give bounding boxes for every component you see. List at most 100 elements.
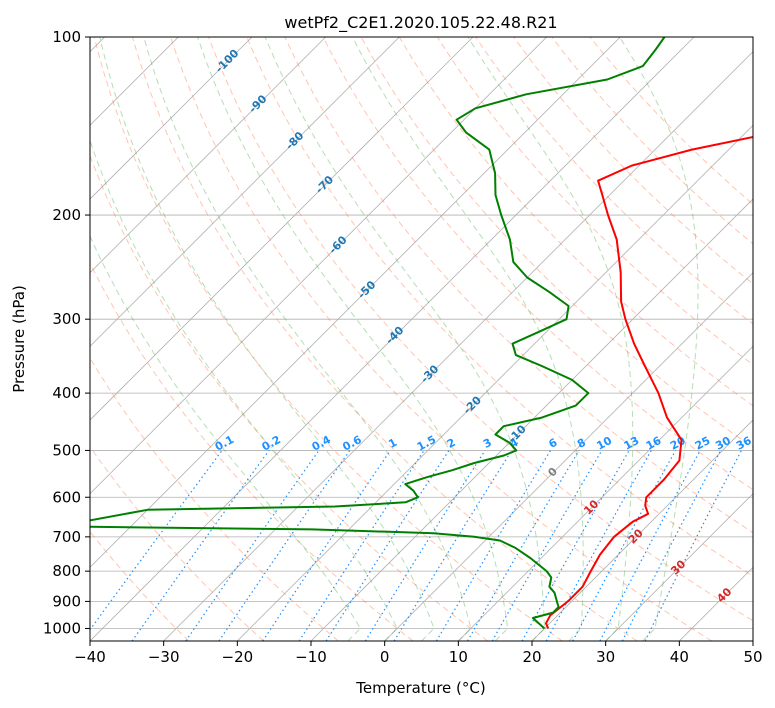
dry-adiabat <box>90 357 339 641</box>
dry-adiabat <box>90 530 190 641</box>
isotherm-line <box>679 566 753 641</box>
mixing-ratio-line <box>435 450 552 641</box>
dry-adiabat <box>170 37 712 641</box>
y-tick-label: 1000 <box>43 619 81 637</box>
dry-adiabat <box>246 37 753 577</box>
isotherm-label: -90 <box>246 92 269 115</box>
x-tick-label: 0 <box>380 648 390 666</box>
isotherm-label: 0 <box>545 465 560 480</box>
mixing-ratio-label: 20 <box>668 434 688 453</box>
dry-adiabat <box>93 37 563 641</box>
dry-adiabat <box>90 445 264 641</box>
y-tick-label: 600 <box>52 488 81 506</box>
moist-adiabat <box>467 37 634 641</box>
isotherm-line <box>310 198 753 641</box>
moist-adiabat <box>619 37 699 641</box>
plot-area: 0.1 0.2 0.4 0.6 1 1.5 2 3 4 6 8 10 13 16 20 25 30 36-100-… <box>90 37 754 641</box>
mixing-ratio-line <box>545 450 652 641</box>
x-tick-label: 20 <box>522 648 541 666</box>
isotherm-label: 10 <box>581 497 601 517</box>
x-tick-label: 30 <box>596 648 615 666</box>
y-tick-label: 700 <box>52 528 81 546</box>
mixing-ratio-line <box>90 450 223 631</box>
mixing-ratio-line <box>262 450 391 641</box>
isotherm-label: 40 <box>714 585 734 605</box>
moist-adiabat <box>90 138 398 641</box>
moist-adiabat <box>99 37 435 641</box>
moist-adiabat <box>264 37 545 641</box>
dry-adiabat <box>475 37 753 325</box>
dry-adiabat <box>284 37 753 534</box>
mixing-ratio-label: 25 <box>693 434 713 453</box>
x-tick-label: 50 <box>743 648 762 666</box>
isotherm-label: 30 <box>668 557 688 577</box>
moist-adiabat <box>90 234 362 641</box>
y-tick-label: 100 <box>52 28 81 46</box>
mixing-ratio-label: 3 <box>481 436 494 451</box>
mixing-ratio-label: 16 <box>644 434 664 453</box>
isotherm-line <box>752 640 753 641</box>
mixing-ratio-line <box>572 450 677 641</box>
isotherm-line <box>605 493 753 641</box>
mixing-ratio-line <box>325 450 450 641</box>
isotherm-line <box>237 124 753 641</box>
mixing-ratio-line <box>218 450 351 641</box>
isotherm-line <box>90 37 695 641</box>
y-tick-label: 200 <box>52 206 81 224</box>
x-tick-label: −40 <box>74 648 106 666</box>
isotherm-line <box>531 419 753 641</box>
isotherm-line <box>90 37 474 421</box>
mixing-ratio-label: 6 <box>547 436 560 451</box>
mixing-ratio-line <box>644 450 743 641</box>
isotherm-label: -60 <box>326 233 349 256</box>
isotherm-label: -100 <box>213 47 242 76</box>
mixing-ratio-line <box>466 450 580 641</box>
isotherm-label: -30 <box>418 362 441 385</box>
mixing-ratio-line <box>298 450 425 641</box>
isotherm-label: 20 <box>626 526 646 546</box>
x-axis-label: Temperature (°C) <box>355 679 485 697</box>
y-tick-label: 300 <box>52 310 81 328</box>
isotherm-label: -70 <box>313 173 336 196</box>
isotherm-line <box>90 37 400 347</box>
isotherm-line <box>90 37 326 274</box>
dry-adiabat <box>436 37 753 366</box>
isotherm-line <box>90 37 621 568</box>
mixing-ratio-line <box>393 450 513 641</box>
mixing-ratio-label: 2 <box>445 436 458 451</box>
y-tick-label: 400 <box>52 384 81 402</box>
isotherm-label: -20 <box>461 393 484 416</box>
dry-adiabat <box>322 37 753 491</box>
mixing-ratio-line <box>364 450 486 641</box>
dry-adiabat <box>589 37 753 205</box>
y-tick-label: 500 <box>52 441 81 459</box>
isotherm-line <box>90 37 547 495</box>
x-tick-label: 40 <box>670 648 689 666</box>
dry-adiabat <box>208 37 753 622</box>
x-tick-label: −10 <box>295 648 327 666</box>
dry-adiabat <box>551 37 753 245</box>
dry-adiabat <box>131 37 638 641</box>
temperature-profile <box>545 135 753 629</box>
isotherm-line <box>163 51 753 641</box>
moist-adiabat <box>143 37 472 641</box>
chart-title: wetPf2_C2E1.2020.105.22.48.R21 <box>284 13 557 33</box>
isotherm-line <box>458 345 753 641</box>
dewpoint-profile <box>90 37 666 630</box>
x-tick-label: 10 <box>449 648 468 666</box>
mixing-ratio-line <box>185 450 320 641</box>
dry-adiabat <box>90 261 414 641</box>
moist-adiabat <box>197 37 509 641</box>
mixing-ratio-line <box>599 450 701 641</box>
mixing-ratio-label: 30 <box>713 434 733 453</box>
mixing-ratio-label: 13 <box>622 434 642 453</box>
mixing-ratio-label: 10 <box>594 434 614 453</box>
x-tick-label: −30 <box>148 648 180 666</box>
dry-adiabat <box>513 37 753 285</box>
y-tick-label: 900 <box>52 592 81 610</box>
mixing-ratio-label: 36 <box>734 434 754 453</box>
y-axis-label: Pressure (hPa) <box>10 285 28 393</box>
isotherm-label: -40 <box>383 324 406 347</box>
isotherm-line <box>384 272 753 641</box>
